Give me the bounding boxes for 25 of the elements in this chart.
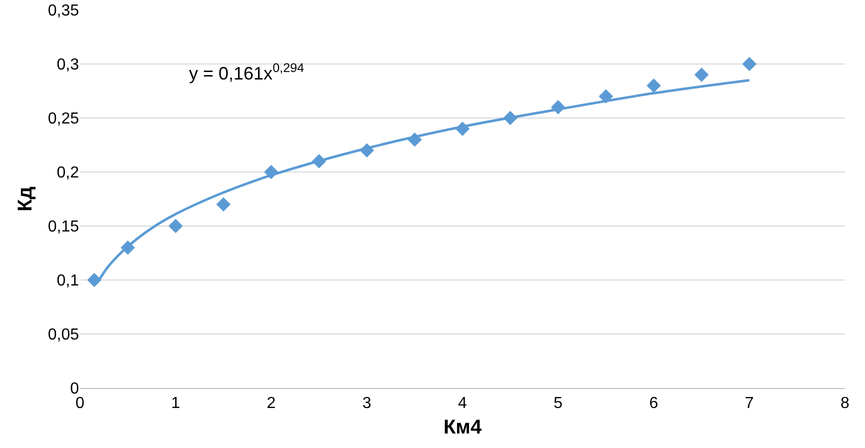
y-tick-label: 0,15 [48, 218, 80, 236]
y-axis-title: Кд [14, 186, 36, 212]
x-tick-label: 1 [171, 395, 180, 412]
x-tick-label: 5 [554, 395, 563, 412]
x-tick-label: 2 [266, 395, 276, 412]
point [646, 78, 661, 93]
annotation: y = 0,161x$^{0,294}$ [189, 61, 304, 84]
point [168, 218, 183, 234]
y-tick-label: 0 [70, 380, 80, 398]
x-tick-label: 7 [744, 395, 754, 412]
point [742, 56, 757, 72]
y-tick-label: 0,35 [48, 2, 80, 20]
point [216, 197, 231, 212]
point [87, 272, 102, 288]
x-tick-label: 8 [840, 395, 850, 412]
x-tick-label: 6 [649, 395, 658, 412]
x-tick-label: 4 [458, 395, 468, 412]
y-tick-label: 0,3 [56, 56, 80, 74]
y-tick-label: 0,1 [56, 272, 80, 290]
point [694, 68, 709, 82]
y-tick-label: 0,25 [48, 110, 80, 128]
x-axis-title: Км4 [443, 416, 482, 439]
y-tick-label: 0,05 [48, 326, 80, 344]
y-tick-label: 0,2 [56, 164, 80, 182]
x-tick-label: 3 [362, 395, 372, 412]
